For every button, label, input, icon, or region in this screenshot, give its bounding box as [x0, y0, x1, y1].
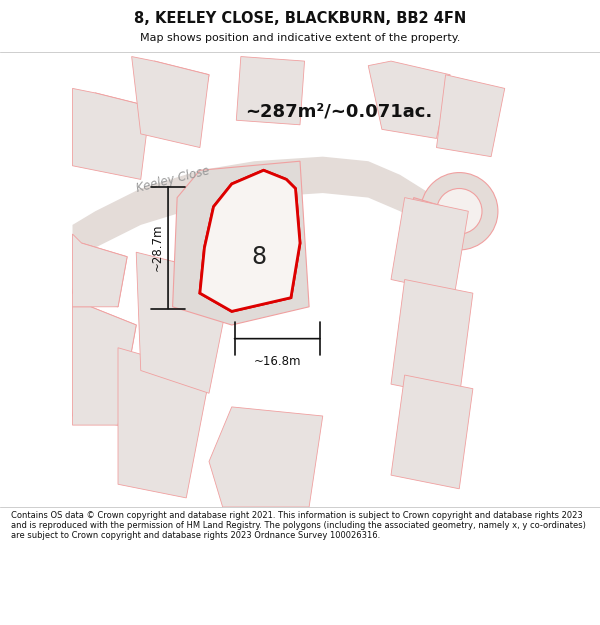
Polygon shape: [73, 307, 136, 425]
Polygon shape: [232, 416, 309, 493]
Text: 8, KEELEY CLOSE, BLACKBURN, BB2 4FN: 8, KEELEY CLOSE, BLACKBURN, BB2 4FN: [134, 11, 466, 26]
Polygon shape: [150, 261, 232, 366]
Polygon shape: [368, 61, 450, 139]
Polygon shape: [446, 84, 491, 139]
Polygon shape: [209, 407, 323, 507]
Polygon shape: [127, 357, 209, 475]
Text: Contains OS data © Crown copyright and database right 2021. This information is : Contains OS data © Crown copyright and d…: [11, 511, 586, 541]
Polygon shape: [404, 379, 459, 466]
Polygon shape: [131, 56, 209, 148]
Text: Keeley Close: Keeley Close: [134, 164, 211, 195]
Text: ~287m²/~0.071ac.: ~287m²/~0.071ac.: [245, 102, 433, 120]
Text: 8: 8: [251, 245, 266, 269]
Polygon shape: [82, 93, 150, 157]
Text: Map shows position and indicative extent of the property.: Map shows position and indicative extent…: [140, 32, 460, 43]
Polygon shape: [391, 375, 473, 489]
Circle shape: [421, 173, 498, 250]
Polygon shape: [150, 61, 209, 120]
Polygon shape: [245, 66, 295, 111]
Polygon shape: [73, 234, 127, 307]
Polygon shape: [400, 198, 459, 271]
Polygon shape: [200, 170, 300, 311]
Polygon shape: [391, 279, 473, 398]
Polygon shape: [118, 348, 209, 498]
Text: ~16.8m: ~16.8m: [254, 354, 301, 367]
Polygon shape: [437, 75, 505, 157]
Polygon shape: [73, 88, 150, 179]
Circle shape: [437, 189, 482, 234]
Polygon shape: [404, 289, 464, 375]
Text: ~28.7m: ~28.7m: [151, 224, 163, 271]
Polygon shape: [173, 161, 309, 325]
Polygon shape: [236, 56, 305, 125]
Polygon shape: [73, 243, 127, 307]
Polygon shape: [391, 198, 469, 293]
Polygon shape: [73, 307, 136, 425]
Polygon shape: [73, 157, 459, 261]
Polygon shape: [136, 253, 232, 393]
Polygon shape: [200, 170, 300, 311]
Polygon shape: [391, 70, 437, 116]
